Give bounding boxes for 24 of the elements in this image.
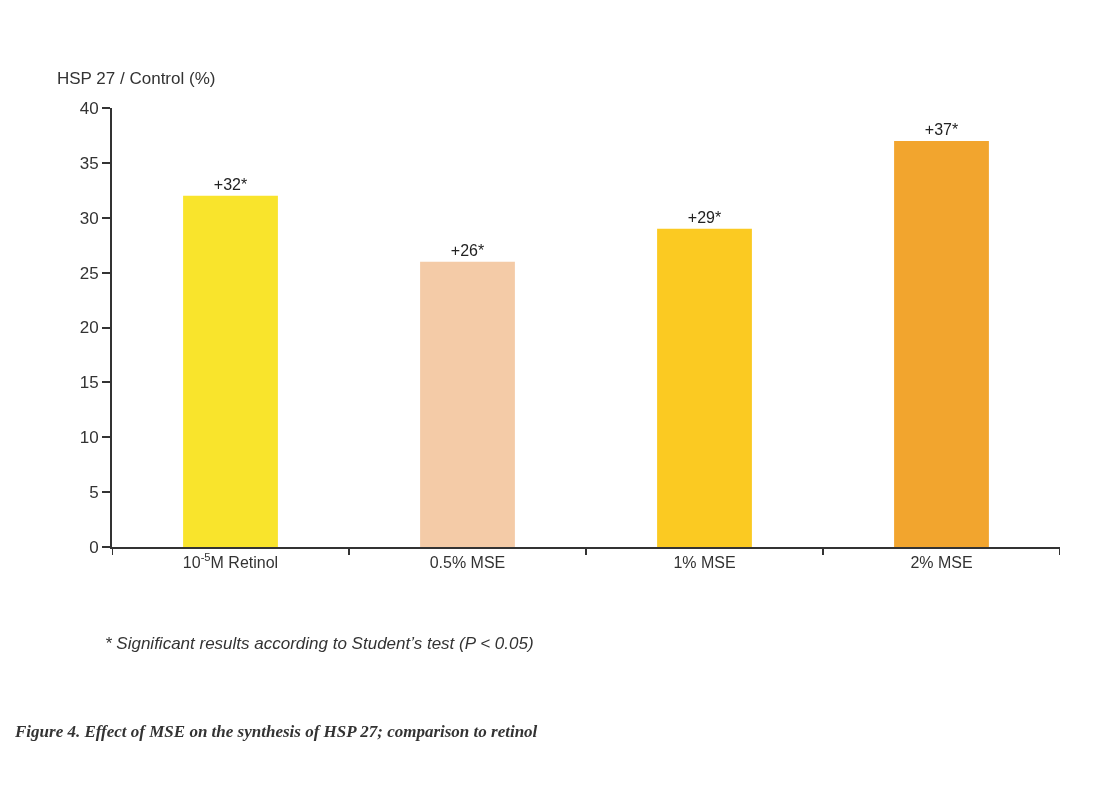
y-tick-label: 5 <box>89 483 99 503</box>
y-tick-label: 30 <box>79 208 99 228</box>
y-tick-label: 0 <box>89 537 99 557</box>
bar <box>420 261 515 547</box>
x-tick-label: 0.5% MSE <box>429 554 506 572</box>
x-tick-label: 2% MSE <box>910 554 973 572</box>
y-tick-label: 20 <box>79 318 99 338</box>
text: * Significant results according to Student’s test (P < 0.05) <box>105 634 534 653</box>
x-tick-label: 1% MSE <box>673 554 736 572</box>
data-label: +37* <box>924 120 959 138</box>
y-tick-label: 25 <box>79 263 99 283</box>
bar <box>894 140 989 547</box>
data-label: +26* <box>450 241 485 259</box>
y-tick-label: 10 <box>79 428 99 448</box>
bar <box>183 195 278 547</box>
data-label: +29* <box>687 208 722 226</box>
data-label: +32* <box>213 175 248 193</box>
x-tick-label: 10$^{-5}$M Retinol <box>182 551 279 572</box>
y-tick-label: 15 <box>79 373 99 393</box>
y-tick-label: 35 <box>79 153 99 173</box>
y-tick-label: 40 <box>79 98 99 118</box>
bar <box>657 228 752 547</box>
y-axis-title: HSP 27 / Control (%) <box>57 69 216 88</box>
caption: Figure 4. Effect of MSE on the synthesis of HSP 27; comparison to retinol <box>14 722 538 741</box>
